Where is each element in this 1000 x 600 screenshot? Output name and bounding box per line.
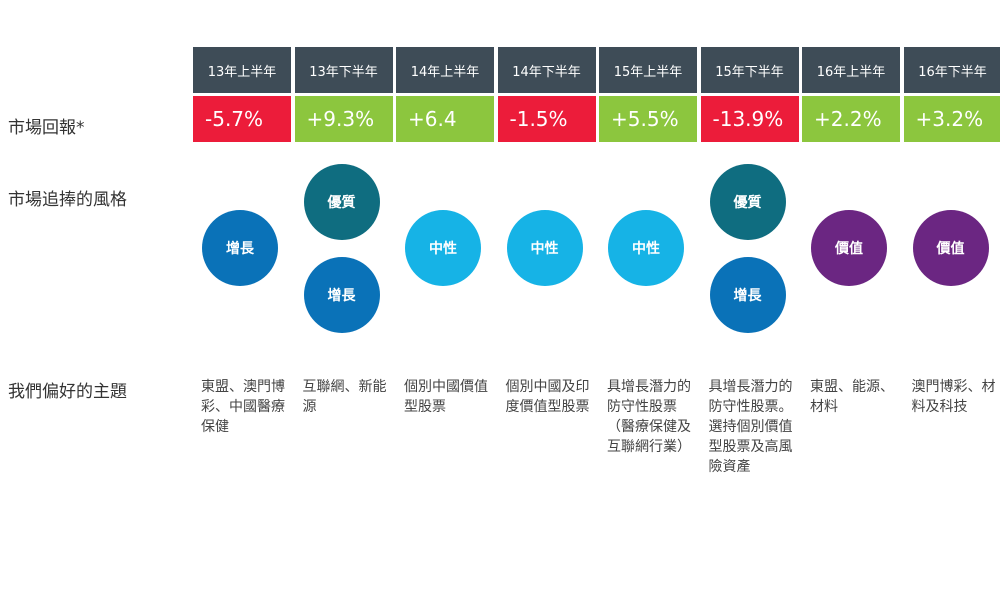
style-circle-neutral: 中性 (405, 210, 481, 286)
market-return-cell: +3.2% (903, 96, 1000, 142)
style-circle-value: 價值 (912, 210, 989, 286)
preferred-theme-text: 東盟、澳門博彩、中國醫療保健 (201, 379, 285, 435)
style-circle-growth: 增長 (202, 210, 278, 286)
period-header: 13年下半年 (294, 47, 393, 93)
period-header: 16年上半年 (802, 47, 900, 93)
market-return-cell: -5.7% (193, 96, 291, 142)
period-column: 14年下半年 -1.5% 中性個別中國及印度價值型股票 (497, 0, 596, 600)
market-return-cell: +9.3% (294, 96, 393, 142)
preferred-theme-text: 澳門博彩、材料及科技 (911, 379, 996, 415)
market-return-cell: -13.9% (700, 96, 799, 142)
period-column: 14年上半年 +6.4 中性個別中國價值型股票 (396, 0, 494, 600)
row-label-market-style: 市場追捧的風格 (8, 190, 127, 210)
period-header: 15年下半年 (700, 47, 799, 93)
preferred-theme-text: 個別中國及印度價值型股票 (505, 379, 590, 415)
preferred-theme-text: 具增長潛力的防守性股票（醫療保健及互聯網行業） (607, 379, 691, 455)
period-column: 16年上半年 +2.2% 價值東盟、能源、材料 (802, 0, 900, 600)
preferred-theme-text: 個別中國價值型股票 (404, 379, 488, 415)
period-column: 16年下半年 +3.2% 價值澳門博彩、材料及科技 (903, 0, 1000, 600)
style-circle-growth: 增長 (709, 257, 786, 333)
market-return-cell: +2.2% (802, 96, 900, 142)
period-header: 16年下半年 (903, 47, 1000, 93)
period-column: 13年下半年 +9.3% 優質增長互聯網、新能源 (294, 0, 393, 600)
period-column: 13年上半年 -5.7% 增長東盟、澳門博彩、中國醫療保健 (193, 0, 291, 600)
period-header: 14年上半年 (396, 47, 494, 93)
market-return-cell: +5.5% (599, 96, 697, 142)
period-header: 14年下半年 (497, 47, 596, 93)
row-label-market-return: 市場回報* (8, 118, 85, 138)
preferred-theme-text: 具增長潛力的防守性股票。選持個別價值型股票及高風險資產 (708, 379, 793, 475)
style-circle-quality: 優質 (709, 164, 786, 240)
market-return-cell: +6.4 (396, 96, 494, 142)
period-column: 15年上半年 +5.5% 中性具增長潛力的防守性股票（醫療保健及互聯網行業） (599, 0, 697, 600)
preferred-theme-text: 互聯網、新能源 (302, 379, 387, 415)
style-circle-neutral: 中性 (608, 210, 684, 286)
style-circle-growth: 增長 (303, 257, 380, 333)
style-circle-neutral: 中性 (506, 210, 583, 286)
period-header: 15年上半年 (599, 47, 697, 93)
row-label-preferred-themes: 我們偏好的主題 (8, 382, 127, 402)
period-column: 15年下半年 -13.9% 優質增長具增長潛力的防守性股票。選持個別價值型股票及高風… (700, 0, 799, 600)
style-circle-value: 價值 (811, 210, 887, 286)
market-return-cell: -1.5% (497, 96, 596, 142)
preferred-theme-text: 東盟、能源、材料 (810, 379, 894, 415)
period-header: 13年上半年 (193, 47, 291, 93)
style-circle-quality: 優質 (303, 164, 380, 240)
